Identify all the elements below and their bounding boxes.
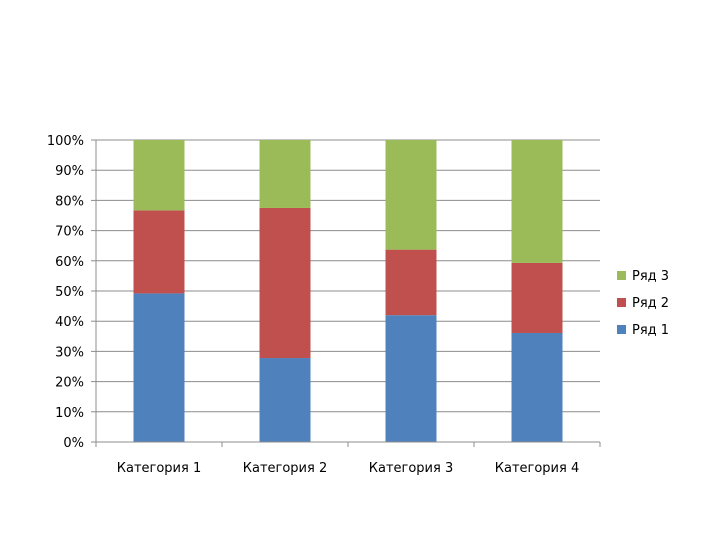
y-tick-label: 0% [63,436,84,451]
bar-segment-series-3-category-3 [385,140,437,250]
legend: Ряд 3 Ряд 2 Ряд 1 [617,269,669,338]
legend-label: Ряд 2 [632,296,669,311]
y-tick-label: 80% [55,194,84,209]
bar-segment-series-2-category-3 [385,249,437,316]
bar-segment-series-1-category-3 [385,315,437,442]
legend-swatch-series-3 [617,271,626,280]
legend-swatch-series-1 [617,325,626,334]
bar-segment-series-1-category-1 [133,293,185,442]
y-tick-label: 60% [55,255,84,270]
legend-swatch-series-2 [617,298,626,307]
y-tick-label: 20% [55,376,84,391]
y-tick-label: 50% [55,285,84,300]
bar-segment-series-3-category-2 [259,140,311,208]
bar-segment-series-1-category-2 [259,358,311,442]
bar-segment-series-1-category-4 [511,332,563,442]
x-category-label: Категория 2 [243,461,327,476]
bar-segment-series-2-category-1 [133,210,185,294]
bar-segment-series-2-category-2 [259,207,311,359]
x-category-label: Категория 3 [369,461,453,476]
y-tick-label: 10% [55,406,84,421]
bars [133,140,563,442]
bar-segment-series-2-category-4 [511,262,563,333]
axes [91,139,601,447]
x-axis-category-labels: Категория 1 Категория 2 Категория 3 Категор… [117,461,579,476]
bar-segment-series-3-category-4 [511,140,563,263]
bar-segment-series-3-category-1 [133,140,185,211]
y-tick-label: 30% [55,345,84,360]
legend-label: Ряд 1 [632,323,669,338]
y-tick-label: 40% [55,315,84,330]
x-category-label: Категория 1 [117,461,201,476]
y-tick-label: 70% [55,225,84,240]
y-tick-label: 100% [47,134,84,149]
y-axis-tick-labels: 0% 10% 20% 30% 40% 50% 60% 70% 80% 90% 100% [47,134,84,451]
y-tick-label: 90% [55,164,84,179]
x-category-label: Категория 4 [495,461,579,476]
legend-label: Ряд 3 [632,269,669,284]
